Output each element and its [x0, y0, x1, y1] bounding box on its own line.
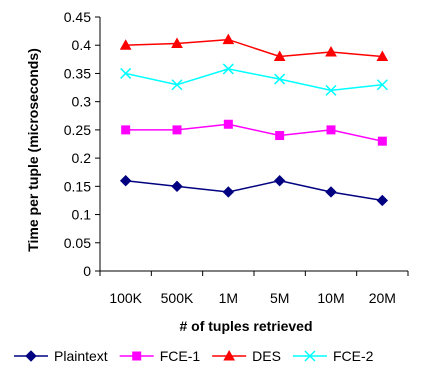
x-tick-label: 10M [317, 290, 344, 306]
legend-label: FCE-2 [333, 348, 374, 364]
data-point-plaintext [325, 186, 337, 198]
data-point-des [273, 50, 286, 62]
legend-marker-des [223, 349, 236, 361]
legend-label: FCE-1 [160, 348, 201, 364]
data-point-plaintext [376, 194, 389, 207]
x-tick-label: 500K [161, 290, 194, 306]
data-point-fce-2 [222, 63, 234, 75]
series-des [119, 33, 389, 62]
y-axis-label: Time per tuple (microseconds) [25, 48, 41, 252]
series-plaintext [119, 174, 389, 207]
y-tick-label: 0.45 [64, 9, 91, 25]
series-fce-1 [121, 119, 387, 146]
data-point-fce-1 [121, 125, 131, 135]
y-tick-label: 0.2 [72, 150, 92, 166]
x-tick-label: 1M [219, 290, 238, 306]
legend-item-fce-1: FCE-1 [119, 348, 201, 364]
data-point-plaintext [222, 186, 235, 198]
data-point-fce-2 [274, 73, 286, 85]
x-tick-label: 5M [270, 290, 289, 306]
series-layer [119, 33, 389, 207]
legend-marker-plaintext [25, 350, 37, 362]
data-point-plaintext [119, 174, 132, 187]
legend-item-plaintext: Plaintext [14, 348, 108, 364]
legend-label: Plaintext [54, 348, 108, 364]
series-line-des [125, 38, 383, 58]
y-tick-label: 0 [83, 263, 91, 279]
y-tick-label: 0.1 [72, 207, 92, 223]
x-axis-label: # of tuples retrieved [179, 318, 312, 334]
data-point-des [222, 33, 235, 45]
legend-item-fce-2: FCE-2 [292, 348, 374, 364]
data-point-fce-1 [377, 136, 387, 146]
data-point-des [171, 37, 183, 49]
data-point-fce-2 [376, 79, 388, 91]
legend-item-des: DES [212, 348, 281, 364]
y-tick-label: 0.05 [64, 235, 91, 251]
data-point-fce-2 [171, 79, 183, 91]
series-fce-2 [120, 63, 388, 96]
data-point-fce-1 [326, 125, 336, 135]
legend: Plaintext FCE-1 DES FCE-2 [14, 348, 374, 364]
series-line-plaintext [125, 179, 383, 202]
data-point-plaintext [171, 180, 183, 193]
legend-marker-fce-2 [304, 350, 316, 362]
data-point-des [119, 39, 132, 50]
y-tick-label: 0.35 [64, 65, 91, 81]
y-ticks: 0 0.05 0.1 0.15 0.2 0.25 0.3 0.35 0.4 0.45 [64, 9, 100, 279]
data-point-des [325, 45, 337, 57]
data-point-fce-1 [172, 125, 182, 135]
series-line-fce-2 [125, 68, 383, 92]
legend-marker-fce-1 [132, 351, 142, 361]
data-point-fce-2 [325, 84, 337, 96]
x-tick-label: 100K [109, 290, 142, 306]
x-tick-label: 20M [369, 290, 396, 306]
y-tick-label: 0.4 [72, 37, 92, 53]
y-tick-label: 0.3 [72, 94, 92, 110]
y-tick-label: 0.15 [64, 178, 91, 194]
data-point-fce-2 [120, 67, 132, 79]
x-ticks: 100K 500K 1M 5M 10M 20M [99, 271, 409, 306]
data-point-fce-1 [275, 131, 285, 141]
data-point-plaintext [273, 174, 286, 187]
data-point-fce-1 [223, 119, 233, 129]
y-tick-label: 0.25 [64, 122, 91, 138]
legend-label: DES [252, 348, 281, 364]
data-point-des [376, 50, 389, 62]
series-line-fce-1 [125, 123, 383, 142]
